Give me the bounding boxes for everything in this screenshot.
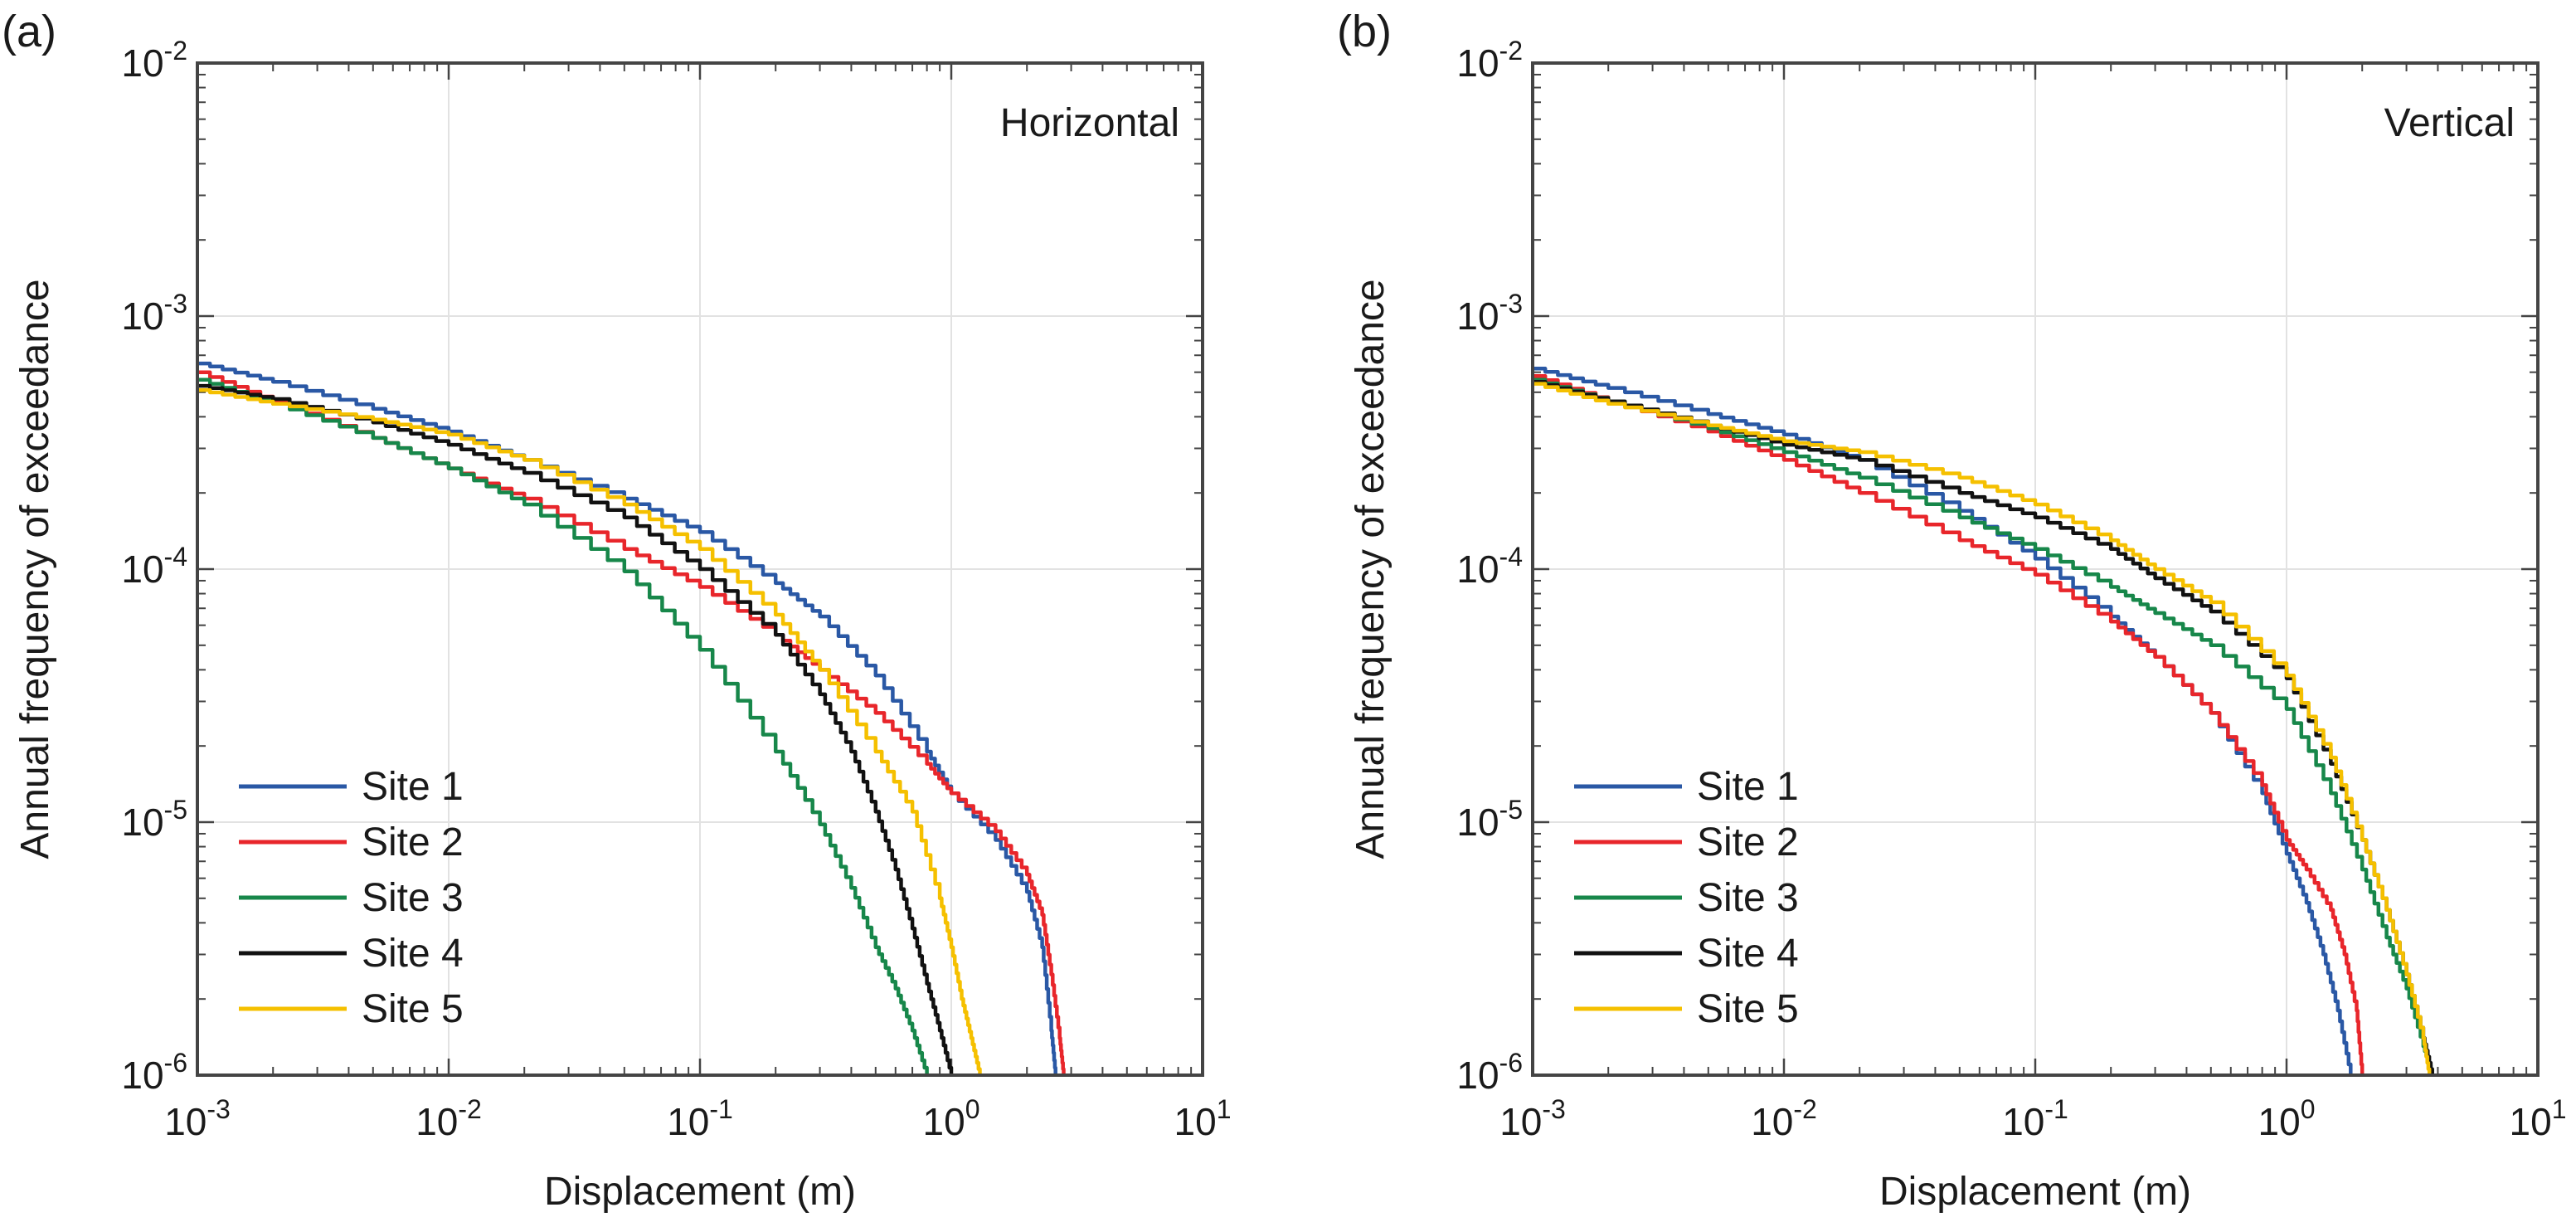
series-line-site-4 — [197, 383, 954, 1075]
chart-title: Horizontal — [1000, 101, 1179, 145]
x-tick-base: 10 — [923, 1100, 965, 1143]
x-tick-exponent: 0 — [2301, 1094, 2316, 1124]
y-tick-base: 10 — [121, 548, 163, 591]
legend-label-site-4: Site 4 — [1697, 932, 1799, 976]
legend-label-site-4: Site 4 — [362, 932, 464, 976]
plot-frame — [1531, 61, 2540, 1077]
y-tick-exponent: -4 — [1499, 542, 1523, 572]
x-tick-label: 10-3 — [1499, 1094, 1566, 1143]
y-tick-exponent: -2 — [1499, 36, 1523, 66]
y-tick-label: 10-3 — [121, 289, 187, 338]
x-tick-exponent: -1 — [2044, 1094, 2068, 1124]
legend-label-site-5: Site 5 — [362, 987, 464, 1031]
x-tick-exponent: 0 — [965, 1094, 980, 1124]
legend-label-site-1: Site 1 — [1697, 765, 1799, 809]
chart-panel-2: (b)10-3 10-2 10-1 100 10110-610-510-410-310-… — [1337, 7, 2566, 1214]
x-tick-base: 10 — [1751, 1100, 1793, 1143]
y-axis-label: Annual frequency of exceedance — [1349, 279, 1392, 859]
x-tick-label: 101 — [1174, 1094, 1232, 1143]
y-tick-exponent: -5 — [164, 795, 187, 825]
x-tick-exponent: -1 — [709, 1094, 732, 1124]
y-tick-exponent: -6 — [1499, 1048, 1523, 1078]
y-tick-base: 10 — [1456, 41, 1499, 85]
y-tick-label: 10-3 — [1456, 289, 1523, 338]
x-tick-label: 10-1 — [2002, 1094, 2068, 1143]
legend-label-site-2: Site 2 — [362, 820, 464, 864]
x-tick-exponent: -2 — [1793, 1094, 1816, 1124]
series-line-site-1 — [197, 361, 1057, 1075]
x-tick-base: 10 — [164, 1100, 207, 1143]
x-tick-label: 10-2 — [1751, 1094, 1817, 1143]
x-tick-base: 10 — [2258, 1100, 2301, 1143]
y-tick-label: 10-5 — [1456, 795, 1523, 844]
y-tick-base: 10 — [1456, 295, 1499, 338]
y-tick-label: 10-5 — [121, 795, 187, 844]
y-tick-exponent: -2 — [164, 36, 187, 66]
y-tick-label: 10-4 — [121, 542, 187, 591]
series-line-site-5 — [1533, 382, 2432, 1075]
y-tick-exponent: -6 — [164, 1048, 187, 1078]
y-tick-exponent: -5 — [1499, 795, 1523, 825]
series-line-site-3 — [197, 377, 929, 1075]
y-tick-base: 10 — [121, 1054, 163, 1097]
x-tick-exponent: 1 — [2552, 1094, 2567, 1124]
x-tick-exponent: -3 — [207, 1094, 230, 1124]
y-tick-base: 10 — [121, 801, 163, 844]
y-tick-exponent: -3 — [1499, 289, 1523, 319]
x-tick-label: 10-1 — [667, 1094, 733, 1143]
legend-label-site-2: Site 2 — [1697, 820, 1799, 864]
y-tick-label: 10-4 — [1456, 542, 1523, 591]
y-tick-label: 10-6 — [121, 1048, 187, 1097]
legend-label-site-3: Site 3 — [1697, 876, 1799, 920]
x-axis-label: Displacement (m) — [1879, 1170, 2191, 1214]
legend-label-site-3: Site 3 — [362, 876, 464, 920]
chart-title: Vertical — [2384, 101, 2515, 145]
series-line-site-3 — [1533, 377, 2434, 1075]
x-tick-label: 100 — [2258, 1094, 2316, 1143]
y-tick-label: 10-6 — [1456, 1048, 1523, 1097]
series-line-site-4 — [1533, 379, 2434, 1075]
x-tick-label: 10-2 — [416, 1094, 482, 1143]
x-tick-label: 10-3 — [164, 1094, 231, 1143]
plot-frame — [196, 61, 1204, 1077]
y-axis-label: Annual frequency of exceedance — [13, 279, 57, 859]
x-tick-base: 10 — [416, 1100, 458, 1143]
x-tick-base: 10 — [2510, 1100, 2552, 1143]
series-line-site-5 — [197, 387, 982, 1075]
y-tick-base: 10 — [1456, 801, 1499, 844]
series-line-site-2 — [1533, 373, 2365, 1075]
legend-label-site-1: Site 1 — [362, 765, 464, 809]
panel-label: (b) — [1337, 7, 1392, 56]
panel-label: (a) — [2, 7, 56, 56]
legend: Site 1 Site 2 Site 3 Site 4 Site 5 — [239, 765, 464, 1031]
y-tick-label: 10-2 — [121, 36, 187, 85]
x-axis-label: Displacement (m) — [544, 1170, 856, 1214]
x-tick-base: 10 — [1499, 1100, 1542, 1143]
series-line-site-2 — [197, 370, 1066, 1075]
y-tick-base: 10 — [1456, 548, 1499, 591]
chart-panel-1: (a)10-3 10-2 10-1 100 10110-610-510-410-310-… — [2, 7, 1231, 1214]
y-tick-base: 10 — [121, 41, 163, 85]
x-tick-label: 100 — [923, 1094, 980, 1143]
y-tick-label: 10-2 — [1456, 36, 1523, 85]
y-tick-exponent: -4 — [164, 542, 187, 572]
y-tick-base: 10 — [1456, 1054, 1499, 1097]
y-tick-exponent: -3 — [164, 289, 187, 319]
x-tick-base: 10 — [2002, 1100, 2044, 1143]
x-tick-exponent: -2 — [458, 1094, 481, 1124]
x-tick-base: 10 — [1174, 1100, 1217, 1143]
x-tick-exponent: -3 — [1542, 1094, 1565, 1124]
y-tick-base: 10 — [121, 295, 163, 338]
legend-label-site-5: Site 5 — [1697, 987, 1799, 1031]
x-tick-base: 10 — [667, 1100, 709, 1143]
legend: Site 1 Site 2 Site 3 Site 4 Site 5 — [1574, 765, 1799, 1031]
x-tick-label: 101 — [2510, 1094, 2567, 1143]
x-tick-exponent: 1 — [1217, 1094, 1232, 1124]
